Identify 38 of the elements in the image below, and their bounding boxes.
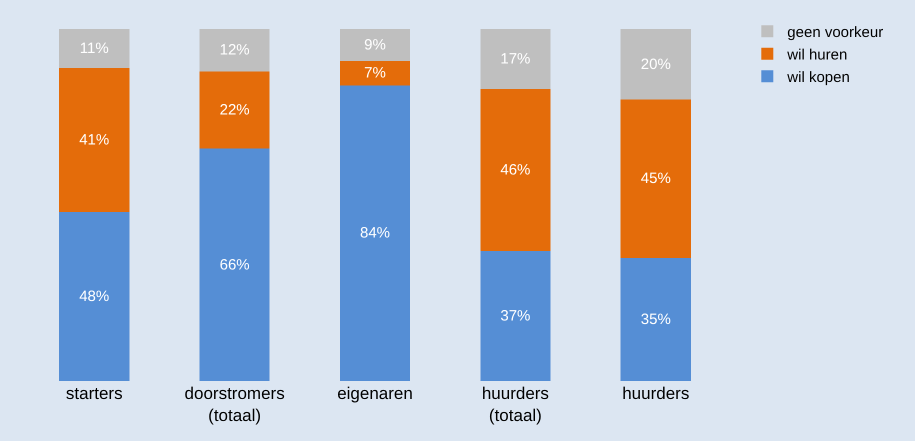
bar — [620, 99, 691, 258]
bar — [200, 71, 270, 149]
data-label: 46% — [500, 161, 530, 178]
legend-label: wil huren — [786, 46, 848, 64]
x-tick-label: doorstromers (totaal) — [184, 384, 285, 426]
data-label: 20% — [640, 56, 671, 73]
bar — [340, 29, 410, 61]
bar — [480, 88, 550, 251]
bar — [59, 68, 130, 212]
data-label: 12% — [220, 42, 250, 59]
bar — [620, 29, 691, 100]
x-tick-label: starters — [66, 384, 123, 403]
bar — [480, 250, 550, 381]
data-label: 45% — [640, 170, 671, 188]
data-label: 48% — [79, 288, 110, 306]
x-tick-label: huurders (totaal) — [482, 384, 549, 426]
data-label: 37% — [500, 307, 530, 324]
data-label: 22% — [220, 102, 250, 119]
x-tick-label: huurders — [622, 384, 690, 403]
bar — [59, 212, 130, 381]
data-label: 11% — [80, 40, 109, 57]
data-label: 41% — [79, 131, 110, 148]
x-tick-label: eigenaren — [337, 384, 413, 403]
data-label: 7% — [364, 64, 386, 82]
bar — [340, 60, 410, 86]
bar — [200, 29, 270, 72]
bar — [340, 85, 410, 381]
data-label: 17% — [500, 50, 530, 68]
data-label: 66% — [220, 256, 250, 274]
bar — [480, 29, 550, 89]
data-label: 35% — [640, 310, 671, 328]
bar — [200, 148, 270, 381]
data-label: 9% — [364, 36, 386, 54]
bar — [620, 258, 691, 381]
legend-label: geen voorkeur — [787, 24, 884, 42]
legend-label: wil kopen — [786, 69, 850, 86]
bar — [59, 29, 130, 68]
data-label: 84% — [360, 224, 390, 242]
